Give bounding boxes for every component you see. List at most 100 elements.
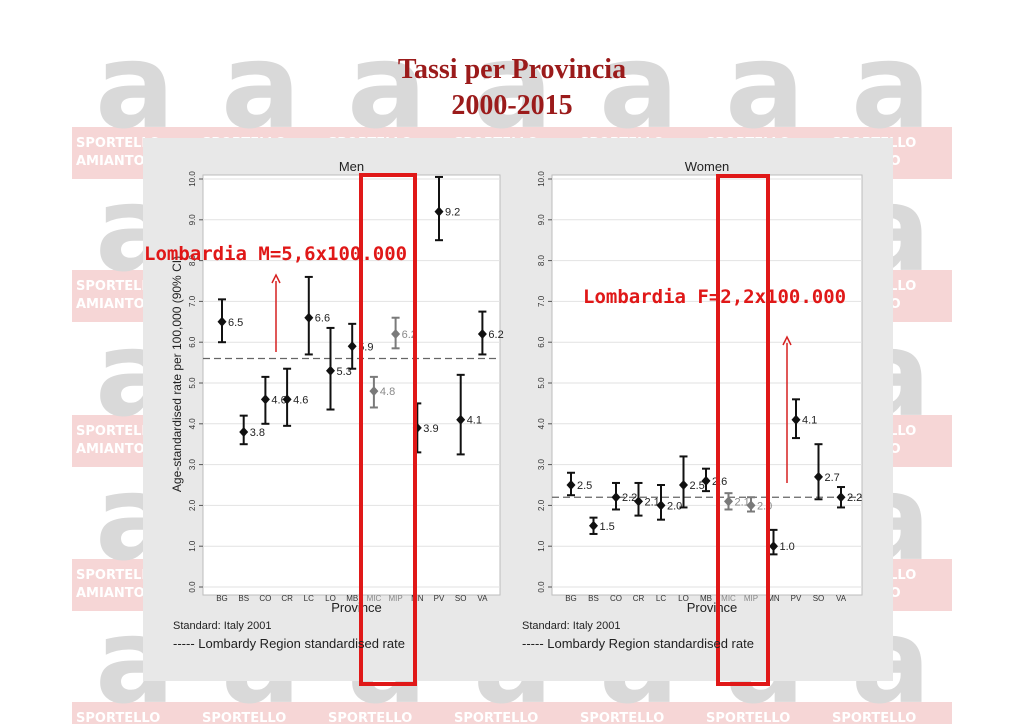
y-tick-label: 7.0 — [188, 295, 197, 307]
data-point — [456, 414, 466, 425]
x-tick-label: MIP — [744, 594, 758, 603]
y-tick-label: 8.0 — [537, 254, 546, 266]
y-tick-label: 10.0 — [537, 171, 546, 187]
x-tick-label: MN — [767, 594, 780, 603]
data-label: 1.5 — [600, 521, 615, 533]
x-tick-label: LC — [304, 594, 314, 603]
slide-title-line1: Tassi per Provincia — [397, 54, 627, 85]
data-label: 4.6 — [271, 394, 286, 406]
y-tick-label: 4.0 — [537, 418, 546, 430]
watermark-text-bottom: AMIANTO — [76, 154, 145, 169]
data-label: 2.0 — [667, 500, 682, 512]
data-label: 4.1 — [802, 415, 817, 427]
data-point — [304, 312, 314, 323]
data-point — [679, 480, 688, 490]
data-point — [282, 394, 292, 405]
data-point — [260, 394, 270, 405]
watermark-glyph: a — [221, 17, 301, 155]
women-standard-note: Standard: Italy 2001 — [522, 620, 621, 632]
x-tick-label: SO — [813, 594, 825, 603]
data-label: 6.5 — [228, 317, 243, 329]
y-tick-label: 7.0 — [537, 295, 546, 307]
annotation-women: Lombardia F=2,2x100.000 — [583, 286, 847, 308]
y-tick-label: 6.0 — [188, 336, 197, 348]
chart-title: Women — [685, 159, 730, 174]
y-tick-label: 5.0 — [188, 377, 197, 389]
men-legend-note: ----- Lombardy Region standardised rate — [173, 636, 405, 651]
y-tick-label: 1.0 — [188, 540, 197, 552]
data-label: 4.6 — [293, 394, 308, 406]
y-tick-label: 4.0 — [188, 418, 197, 430]
slide-title-line2: 2000-2015 — [451, 90, 573, 121]
data-label: 4.8 — [380, 386, 395, 398]
y-tick-label: 9.0 — [188, 214, 197, 226]
x-tick-label: CO — [610, 594, 622, 603]
data-point — [369, 386, 379, 397]
y-tick-label: 8.0 — [188, 254, 197, 266]
x-tick-label: CR — [633, 594, 645, 603]
data-label: 3.9 — [423, 423, 438, 435]
watermark-glyph: a — [473, 17, 553, 155]
x-tick-label: LO — [325, 594, 336, 603]
x-tick-label: PV — [434, 594, 445, 603]
data-label: 2.5 — [690, 480, 705, 492]
data-point — [724, 496, 733, 507]
data-label: 3.8 — [250, 427, 265, 439]
data-point — [769, 541, 778, 552]
y-tick-label: 9.0 — [537, 214, 546, 226]
x-tick-label: LO — [678, 594, 689, 603]
chart-men: 0.0 1.0 2.0 3.0 4.0 5.0 6.0 7.0 8.0 9.0 10.0 Men Age… — [170, 159, 504, 615]
arrow-head — [782, 335, 792, 346]
annotation-men: Lombardia M=5,6x100.000 — [144, 243, 408, 265]
x-tick-label: VA — [477, 594, 488, 603]
data-label: 2.7 — [825, 472, 840, 484]
watermark-text-top: SPORTELLO — [832, 711, 916, 724]
watermark-text-top: SPORTELLO — [76, 279, 160, 294]
x-tick-label: VA — [836, 594, 847, 603]
watermark-text-top: SPORTELLO — [76, 424, 160, 439]
data-label: 2.0 — [757, 500, 772, 512]
x-tick-label: CR — [281, 594, 293, 603]
y-tick-label: 0.0 — [188, 581, 197, 593]
y-tick-label: 3.0 — [537, 458, 546, 470]
watermark-glyph: a — [95, 17, 175, 155]
x-axis-label: Province — [687, 600, 738, 615]
x-axis-label: Province — [331, 600, 382, 615]
y-tick-label: 5.0 — [537, 377, 546, 389]
x-tick-label: CO — [259, 594, 271, 603]
data-point — [634, 496, 643, 507]
plot-area — [202, 174, 501, 596]
data-point — [477, 329, 487, 340]
x-tick-label: BG — [565, 594, 577, 603]
data-point — [589, 520, 598, 531]
y-axis-label: Age-standardised rate per 100,000 (90% C… — [170, 256, 184, 492]
data-label: 2.5 — [577, 480, 592, 492]
data-point — [217, 316, 227, 327]
data-label: 9.2 — [445, 207, 460, 219]
watermark-text-top: SPORTELLO — [580, 711, 664, 724]
chart-title: Men — [339, 159, 364, 174]
y-tick-label: 10.0 — [188, 171, 197, 187]
data-point — [347, 341, 357, 352]
x-tick-label: PV — [791, 594, 802, 603]
data-point — [836, 492, 846, 503]
data-point — [791, 414, 801, 425]
data-point — [746, 500, 756, 511]
watermark-glyph: a — [725, 17, 805, 155]
x-tick-label: BS — [238, 594, 249, 603]
women-legend-note: ----- Lombardy Region standardised rate — [522, 636, 754, 651]
watermark-text-top: SPORTELLO — [706, 711, 790, 724]
watermark-text-top: SPORTELLO — [454, 711, 538, 724]
data-label: 1.0 — [780, 541, 795, 553]
x-tick-label: BS — [588, 594, 599, 603]
watermark-text-top: SPORTELLO — [202, 711, 286, 724]
watermark-text-top: SPORTELLO — [76, 568, 160, 583]
watermark-band — [72, 702, 952, 724]
x-tick-label: MB — [346, 594, 358, 603]
x-tick-label: MIC — [721, 594, 736, 603]
y-tick-label: 3.0 — [188, 458, 197, 470]
plot-area — [551, 174, 863, 596]
watermark-text-bottom: AMIANTO — [76, 442, 145, 457]
watermark-text-top: SPORTELLO — [76, 711, 160, 724]
y-tick-label: 2.0 — [188, 499, 197, 511]
